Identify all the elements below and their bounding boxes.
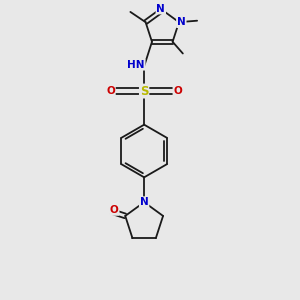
Text: O: O (110, 205, 118, 215)
Text: O: O (106, 86, 115, 96)
Text: N: N (177, 17, 186, 27)
Text: O: O (173, 86, 182, 96)
Text: HN: HN (127, 60, 145, 70)
Text: N: N (156, 4, 165, 14)
Text: N: N (140, 197, 148, 207)
Text: S: S (140, 85, 148, 98)
